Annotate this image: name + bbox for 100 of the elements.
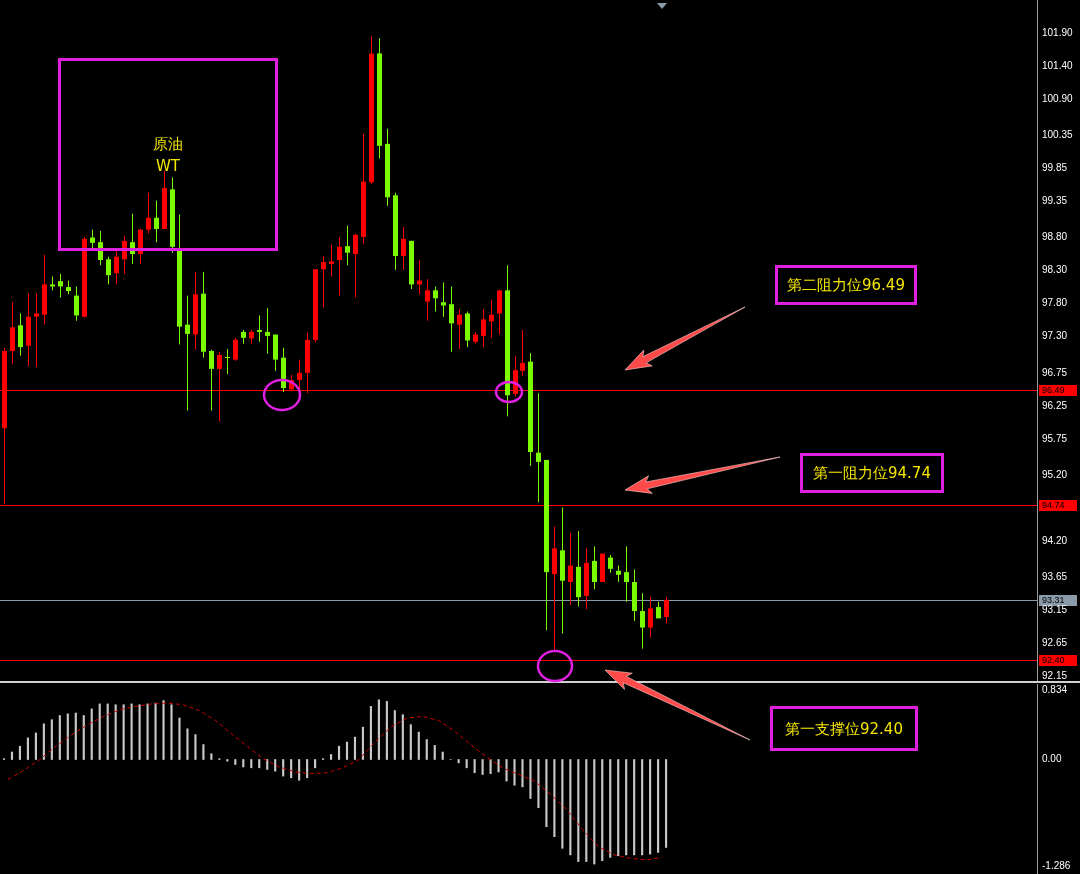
bar [106, 703, 109, 760]
candlestick [321, 255, 326, 309]
bar [385, 701, 388, 760]
candlestick [520, 329, 525, 377]
bar [98, 703, 101, 760]
candlestick [257, 314, 262, 343]
ref-line-label: 94.74 [1042, 499, 1065, 510]
y-tick-label: 97.30 [1042, 330, 1068, 342]
candlestick [433, 285, 438, 312]
bar [617, 759, 620, 857]
bar [234, 759, 237, 765]
bar [250, 759, 253, 769]
bar [465, 759, 468, 769]
bar [649, 759, 652, 855]
bar [641, 759, 644, 856]
bar [90, 708, 93, 760]
y-tick-label: 100.35 [1042, 129, 1074, 141]
bar [633, 759, 636, 856]
bar [114, 704, 117, 760]
bar [593, 759, 596, 865]
bar [481, 759, 484, 775]
candlestick [185, 295, 190, 411]
bar [138, 704, 141, 760]
bar [50, 719, 53, 760]
bar [433, 745, 436, 760]
bar [569, 759, 572, 856]
bar [369, 706, 373, 760]
bar [298, 759, 301, 781]
y-tick-label: 99.85 [1042, 162, 1068, 174]
bar [497, 759, 500, 773]
candlestick [353, 233, 358, 299]
candlestick [449, 285, 454, 353]
y-tick-label: 93.15 [1042, 604, 1068, 616]
candlestick [10, 301, 15, 365]
candlestick [401, 226, 406, 271]
bar [425, 739, 428, 760]
bar [210, 753, 213, 760]
bar [545, 759, 548, 828]
bar [577, 759, 580, 862]
candlestick [265, 307, 270, 355]
bar [186, 728, 189, 760]
y-tick-label: 95.75 [1042, 432, 1068, 444]
bar [393, 710, 396, 760]
candlestick [114, 249, 119, 285]
bar [18, 745, 22, 760]
bar [314, 759, 317, 769]
candlestick [209, 349, 214, 411]
bar [258, 759, 261, 769]
y-tick-label: 99.35 [1042, 195, 1068, 207]
candlestick [497, 289, 502, 336]
bar [154, 702, 157, 760]
candlestick [297, 359, 302, 391]
candlestick [225, 348, 230, 375]
annotation: 第一支撑位92.40 [770, 706, 918, 751]
candlestick [568, 532, 573, 606]
y-tick-label: 97.80 [1042, 297, 1068, 309]
bar [561, 759, 564, 849]
candlestick [18, 312, 23, 357]
bar [34, 732, 37, 760]
bar [625, 759, 628, 856]
y-tick-label: 92.15 [1042, 670, 1068, 682]
bar [537, 759, 540, 808]
y-tick-label: 100.90 [1042, 92, 1074, 104]
candlestick [74, 285, 79, 322]
bar [58, 715, 61, 760]
y-tick-label: 0.834 [1042, 684, 1068, 696]
bar [26, 737, 29, 760]
bar [345, 741, 349, 760]
candlestick [536, 392, 541, 503]
y-tick-label: 98.80 [1042, 231, 1068, 243]
y-tick-label: 96.25 [1042, 399, 1068, 411]
bar [329, 754, 333, 760]
bar [377, 699, 380, 760]
candlestick [337, 237, 342, 297]
bar [162, 700, 165, 760]
candlestick [34, 293, 39, 368]
candlestick [624, 545, 629, 603]
bar [130, 703, 133, 760]
y-tick-label: 92.65 [1042, 637, 1068, 649]
y-tick-label: 101.90 [1042, 26, 1074, 38]
candlestick [481, 308, 486, 348]
bar [409, 724, 412, 760]
candlestick [417, 259, 422, 295]
candlestick [457, 308, 462, 350]
bar [505, 759, 508, 782]
y-tick-label: 0.00 [1042, 753, 1062, 765]
candlestick [664, 596, 669, 625]
bar [178, 717, 181, 760]
candlestick [489, 299, 494, 339]
ref-line-label: 93.31 [1042, 594, 1065, 605]
bar [553, 759, 556, 837]
bar [609, 759, 612, 858]
ref-line-label: 96.49 [1042, 384, 1065, 395]
bar [664, 759, 668, 848]
y-tick-label: 96.75 [1042, 366, 1068, 378]
bar [42, 723, 45, 760]
bar [194, 734, 197, 760]
candlestick [146, 192, 151, 235]
bar [202, 744, 205, 760]
bar [489, 759, 492, 774]
